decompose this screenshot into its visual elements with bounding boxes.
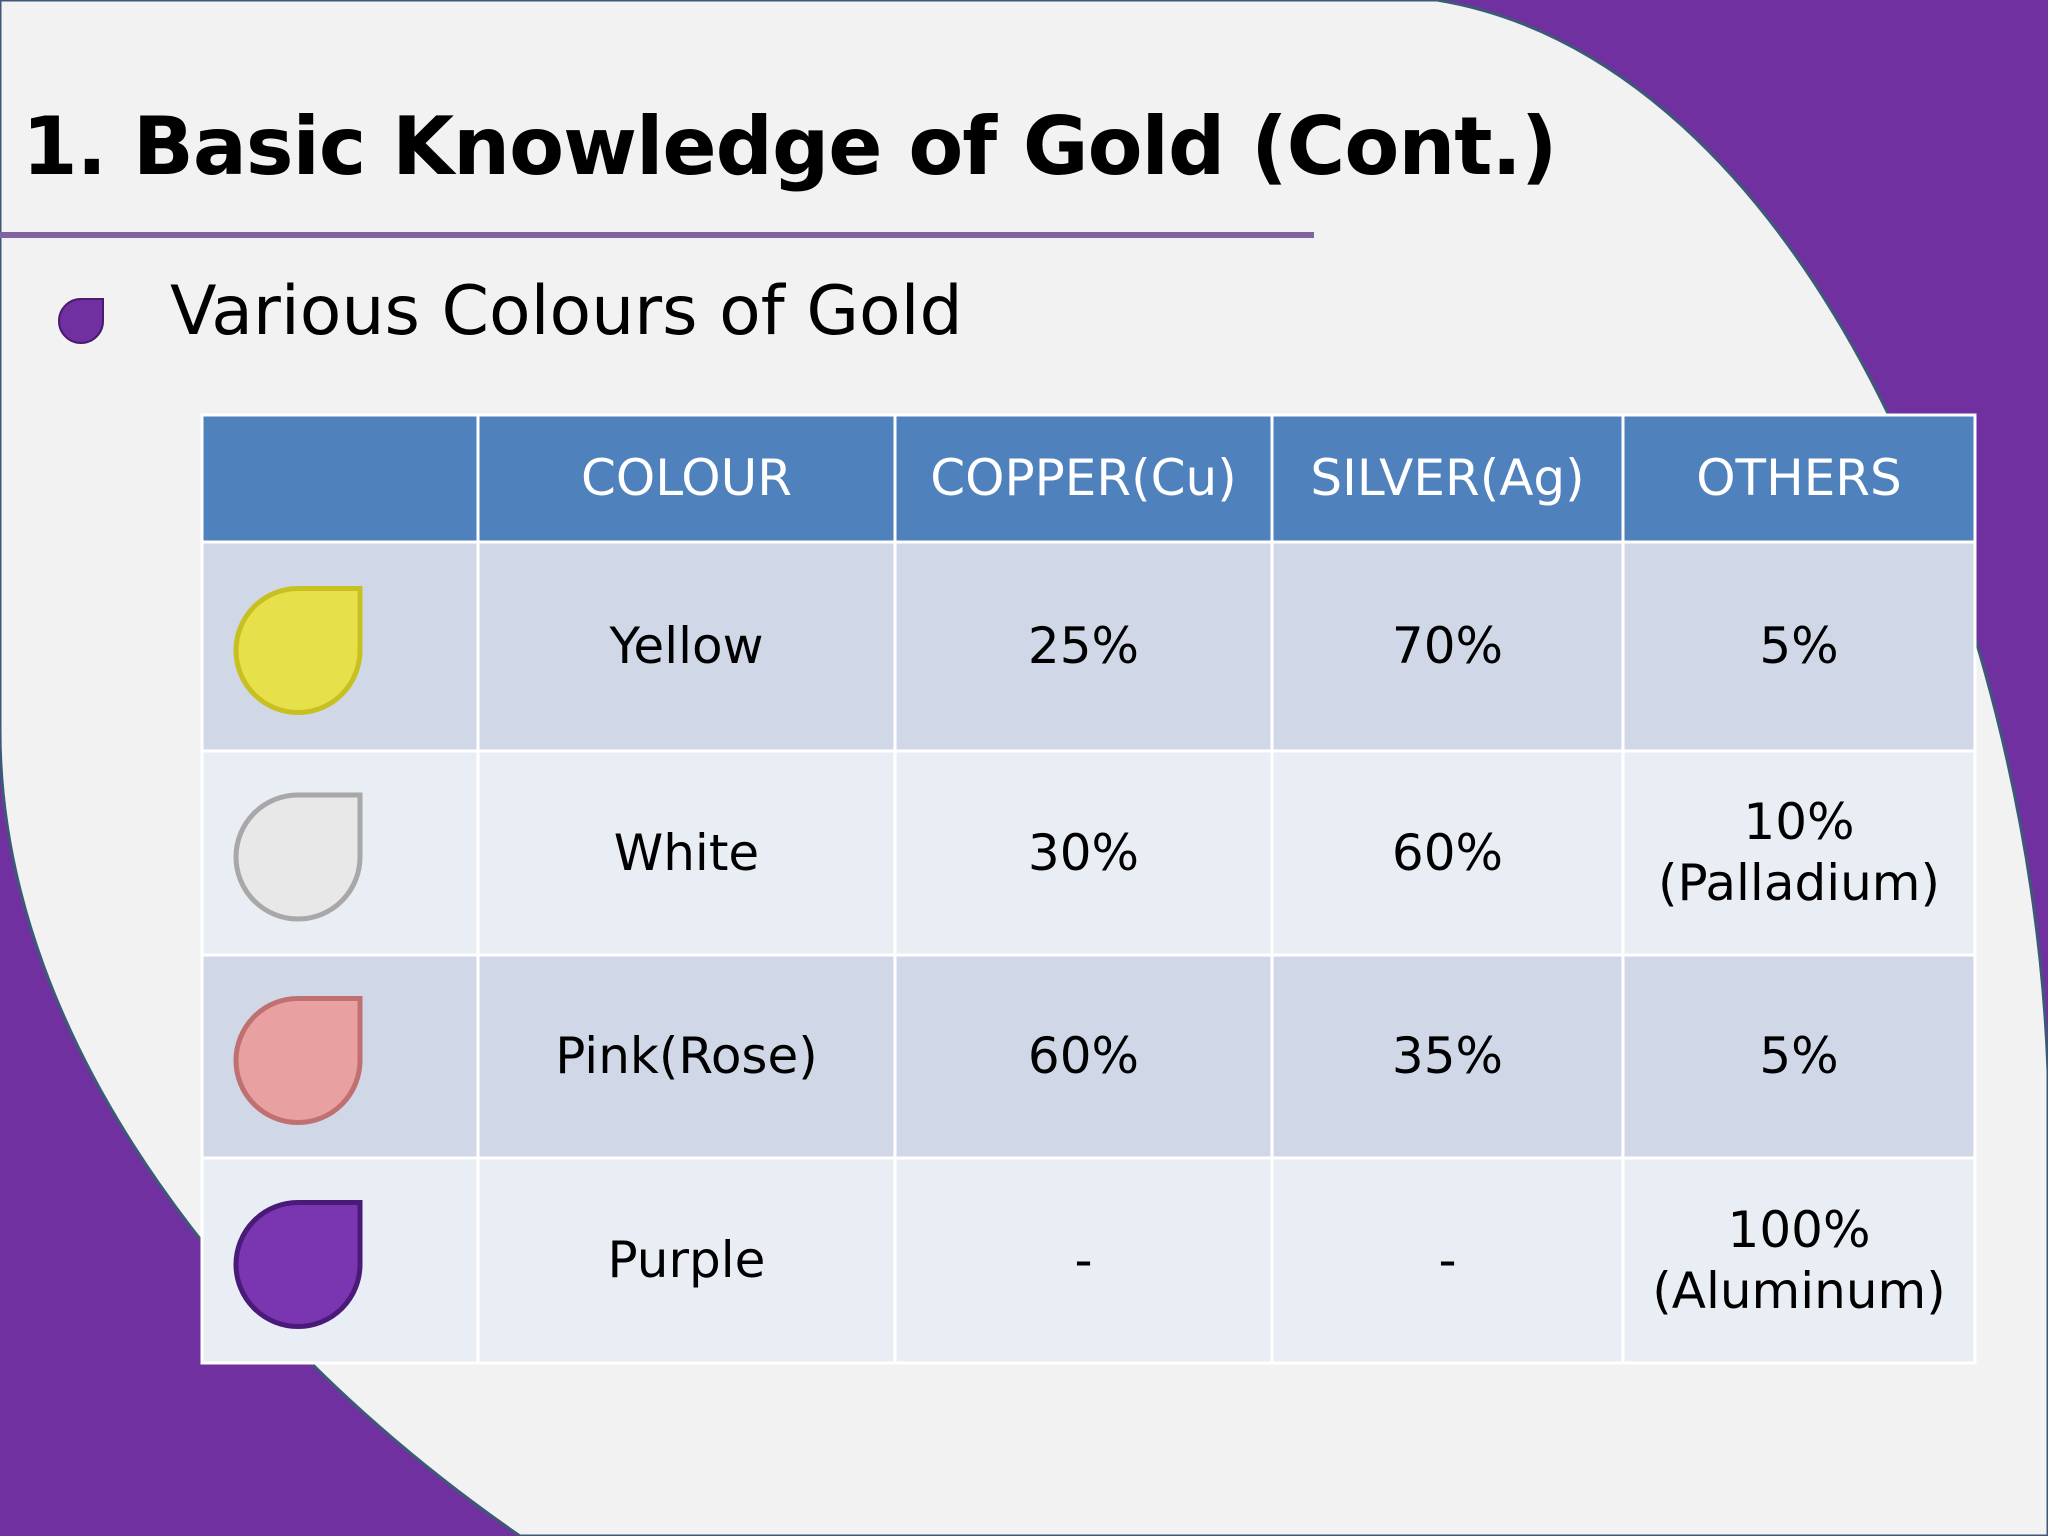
table-cell: 5% bbox=[1759, 617, 1839, 675]
table-background bbox=[200, 413, 1977, 1365]
bullet-icon bbox=[58, 298, 104, 344]
color-drops bbox=[233, 586, 363, 1329]
color-drop bbox=[233, 792, 363, 922]
cell-bg bbox=[476, 749, 897, 957]
bullet-text: Various Colours of Gold bbox=[170, 272, 963, 351]
cell-bg bbox=[1270, 1156, 1625, 1365]
table-cell: 70% bbox=[1391, 617, 1504, 675]
table-cell: 10% (Palladium) bbox=[1657, 793, 1940, 912]
color-drop bbox=[233, 1200, 363, 1329]
header-cell: SILVER(Ag) bbox=[1310, 449, 1585, 507]
cell-bg bbox=[476, 1156, 897, 1365]
color-drop bbox=[233, 996, 363, 1125]
header-cell: COPPER(Cu) bbox=[930, 449, 1237, 507]
table-cell: 30% bbox=[1027, 823, 1140, 882]
table-cell: Yellow bbox=[609, 617, 764, 675]
cell-bg bbox=[893, 749, 1274, 957]
cell-bg bbox=[1270, 749, 1625, 957]
table-cell: 60% bbox=[1027, 1027, 1140, 1085]
cell-bg bbox=[1270, 540, 1625, 753]
cell-bg bbox=[1621, 540, 1977, 753]
table-cell: White bbox=[613, 823, 760, 882]
cell-bg bbox=[893, 953, 1274, 1160]
table-cell: 5% bbox=[1759, 1027, 1839, 1085]
table-cell: 35% bbox=[1391, 1027, 1504, 1085]
table-cell: 25% bbox=[1027, 617, 1140, 675]
table-cell: - bbox=[1438, 1231, 1457, 1289]
header-cell: COLOUR bbox=[580, 449, 793, 507]
cell-bg bbox=[476, 953, 897, 1160]
header-cell: OTHERS bbox=[1696, 449, 1902, 507]
cell-bg bbox=[1621, 1156, 1977, 1365]
cell-bg bbox=[893, 1156, 1274, 1365]
title-rule bbox=[0, 232, 1314, 238]
table-cell: 60% bbox=[1391, 823, 1504, 882]
table-cell: 100% (Aluminum) bbox=[1652, 1200, 1946, 1320]
table-cell: Purple bbox=[607, 1231, 766, 1289]
cell-bg bbox=[476, 540, 897, 753]
table-cell: - bbox=[1074, 1231, 1093, 1289]
color-drop bbox=[233, 586, 363, 715]
cell-bg bbox=[893, 540, 1274, 753]
title: 1. Basic Knowledge of Gold (Cont.) bbox=[22, 100, 1557, 193]
cell-bg bbox=[1621, 413, 1977, 544]
table-cell: Pink(Rose) bbox=[555, 1027, 818, 1085]
cell-bg bbox=[200, 413, 480, 544]
